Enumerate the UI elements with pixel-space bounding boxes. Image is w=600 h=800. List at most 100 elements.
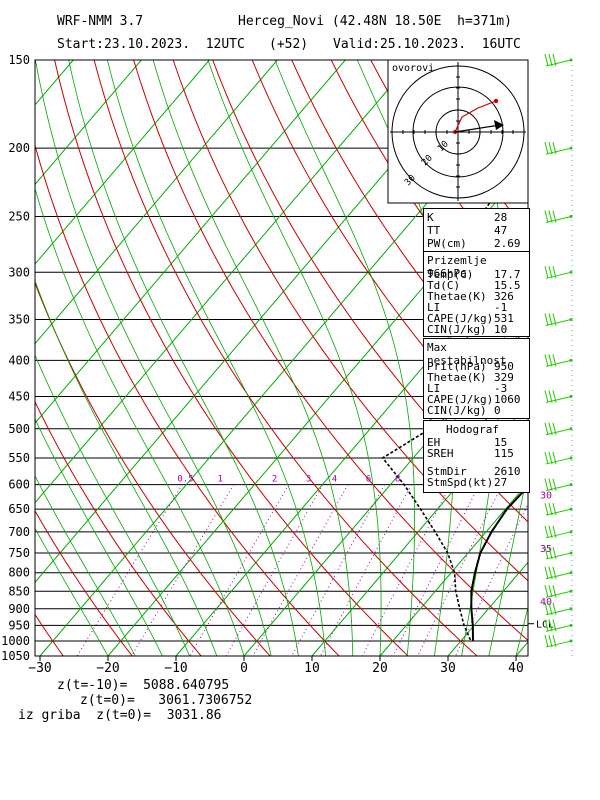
surface-value: 531	[494, 312, 514, 325]
station-info: Herceg_Novi (42.48N 18.50E h=371m)	[238, 14, 512, 29]
wind-barb	[544, 210, 573, 223]
instability-title-row: Max nestabilnost	[424, 341, 529, 367]
surface-label: Thetae(K)	[427, 290, 487, 303]
wind-barb-shaft	[545, 508, 572, 516]
hodograph-end-dot	[493, 98, 499, 104]
height-zero: z(t=0)= 3061.7306752	[80, 693, 253, 708]
wind-barb-feather	[552, 390, 557, 403]
surface-label: CIN(J/kg)	[427, 323, 487, 336]
hodograph-label: EH	[427, 436, 441, 449]
wind-barb-feather	[544, 525, 549, 538]
wind-barb-feather	[548, 502, 553, 516]
hodograph-title-row: Hodograf	[424, 423, 529, 436]
height-minus10: z(t=-10)= 5088.640795	[57, 678, 230, 693]
pressure-tick-label: 650	[8, 502, 30, 516]
wind-barb-feather	[552, 566, 557, 579]
right-scale-label: 30	[540, 491, 552, 502]
hodograph-label: StmDir	[427, 465, 467, 478]
moist-adiabat-line	[152, 60, 354, 656]
wind-barb-dot	[569, 146, 573, 150]
wind-barb-feather	[548, 546, 553, 560]
moist-adiabat-line	[35, 187, 245, 656]
mixing-ratio-line	[392, 484, 480, 656]
wind-barb-feather	[552, 354, 557, 367]
wind-barb-dot	[569, 623, 573, 627]
pressure-tick-label: 600	[8, 478, 30, 492]
x-tick-label: −20	[96, 661, 119, 676]
wind-barb	[544, 585, 573, 598]
pressure-tick-label: 800	[8, 566, 30, 580]
wind-barb-feather	[544, 585, 549, 598]
mixing-ratio-label: 3	[306, 475, 311, 485]
index-value: 28	[494, 211, 508, 224]
moist-adiabat-line	[106, 60, 326, 656]
isotherm-line	[584, 60, 600, 656]
wind-barb-feather	[544, 502, 549, 516]
wind-barb-feather	[552, 502, 557, 516]
wind-barb-shaft	[545, 359, 572, 367]
hodograph-value: 115	[494, 447, 514, 460]
index-row: PW(cm) 2.69	[424, 237, 529, 250]
wind-barb-dot	[569, 427, 573, 431]
instability-box: Max nestabilnost Prit(hPa) 950 Thetae(K) 3…	[423, 338, 530, 419]
pressure-tick-label: 150	[8, 53, 30, 67]
mixing-ratio-label: 0.5	[177, 475, 193, 485]
dry-adiabat-line	[35, 281, 271, 656]
surface-row: Thetae(K) 326	[424, 290, 529, 303]
wind-barb-feather	[548, 585, 553, 598]
isotherm-line	[35, 60, 278, 345]
pressure-tick-label: 850	[8, 584, 30, 598]
mixing-ratio-line	[291, 484, 385, 656]
instability-title: Max nestabilnost	[427, 341, 507, 367]
wind-barb-feather	[548, 451, 553, 465]
wind-barb-shaft	[545, 59, 572, 67]
wind-barb-shaft	[545, 624, 572, 632]
hodograph-title: Hodograf	[446, 423, 499, 436]
temperature-profile	[470, 485, 528, 642]
valid-time: Valid:25.10.2023. 16UTC	[333, 37, 521, 52]
wind-barb	[544, 566, 573, 580]
wind-barb-feather	[552, 313, 557, 326]
surface-box: Prizemlje 966hPa Temp(C) 17.7 Td(C) 15.5 T…	[423, 251, 530, 337]
wind-barb-feather	[548, 313, 553, 326]
wind-barb	[544, 141, 573, 155]
instability-label: CAPE(J/kg)	[427, 393, 494, 406]
surface-label: Td(C)	[427, 279, 461, 292]
wind-barb-feather	[544, 602, 549, 615]
wind-barb-feather	[548, 602, 553, 615]
instability-label: Thetae(K)	[427, 371, 487, 384]
wind-barb-feather	[552, 546, 557, 560]
wind-barb-shaft	[545, 608, 572, 616]
wind-barb-feather	[552, 141, 557, 155]
storm-motion-vector	[454, 124, 501, 133]
forecast-lead: (+52)	[269, 37, 309, 52]
mixing-ratio-line	[455, 503, 528, 656]
instability-row: Thetae(K) 329	[424, 371, 529, 384]
surface-row: CAPE(J/kg) 531	[424, 312, 529, 325]
wind-barb-feather	[544, 53, 549, 67]
isotherm-line	[35, 60, 482, 584]
pressure-tick-label: 750	[8, 546, 30, 560]
mixing-ratio-label: 2	[272, 475, 277, 485]
mixing-ratio-label: 6	[366, 475, 371, 485]
wind-barb-feather	[544, 266, 549, 279]
index-value: 47	[494, 224, 508, 237]
moist-adiabat-line	[68, 60, 299, 656]
instability-label: Prit(hPa)	[427, 360, 487, 373]
surface-value: 326	[494, 290, 514, 303]
wind-barb-feather	[544, 313, 549, 326]
wind-barb-feather	[548, 354, 553, 367]
hodograph-row: EH 15	[424, 436, 529, 449]
wind-barb-feather	[548, 478, 553, 491]
moist-adiabat-line	[35, 527, 109, 656]
wind-barb-dot	[569, 270, 573, 274]
wind-barb-feather	[544, 210, 549, 223]
wind-barb-dot	[569, 507, 573, 511]
index-label: TT	[427, 224, 441, 237]
wind-barb-feather	[552, 634, 557, 648]
index-row: K 28	[424, 211, 529, 224]
wind-barb-dot	[569, 551, 573, 555]
isotherm-line	[35, 60, 414, 504]
wind-barb-feather	[544, 478, 549, 491]
mixing-ratio-line	[225, 484, 324, 656]
